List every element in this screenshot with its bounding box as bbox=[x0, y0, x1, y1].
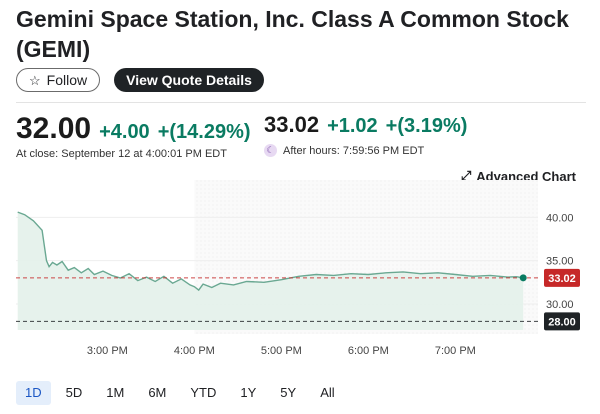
page-title: Gemini Space Station, Inc. Class A Commo… bbox=[16, 6, 569, 62]
price-area bbox=[17, 212, 524, 330]
y-tick-label: 30.00 bbox=[546, 299, 574, 311]
last-price-dot bbox=[519, 274, 527, 282]
price-chart[interactable]: 40.00 35.00 30.00 33.02 28.00 3:00 PM 4:00 PM 5… bbox=[0, 180, 600, 375]
x-tick-label: 4:00 PM bbox=[174, 345, 215, 357]
close-timestamp: At close: September 12 at 4:00:01 PM EDT bbox=[16, 148, 227, 160]
after-hours-timestamp: After hours: 7:59:56 PM EDT bbox=[283, 144, 425, 157]
close-price: 32.00 bbox=[16, 112, 92, 145]
after-hours-change-pct: +(3.19%) bbox=[385, 115, 468, 137]
after-hours-change: +1.02 bbox=[327, 115, 378, 137]
range-tab-ytd[interactable]: YTD bbox=[190, 385, 217, 400]
expand-arrows-icon: ⤢ bbox=[460, 168, 472, 183]
star-icon: ☆ bbox=[29, 72, 41, 88]
range-tab-6m[interactable]: 6M bbox=[148, 385, 167, 400]
reference-label-28.00: 28.00 bbox=[548, 316, 576, 328]
close-change: +4.00 bbox=[99, 121, 150, 143]
x-tick-label: 5:00 PM bbox=[261, 345, 302, 357]
range-tab-1m[interactable]: 1M bbox=[106, 385, 125, 400]
advanced-chart-label: Advanced Chart bbox=[476, 168, 576, 184]
x-tick-label: 6:00 PM bbox=[348, 345, 389, 357]
advanced-chart-link[interactable]: ⤢ Advanced Chart bbox=[461, 168, 576, 184]
after-hours-quote: 33.02 +1.02 +(3.19%) ☾ After hours: 7:59… bbox=[264, 112, 467, 157]
after-hours-price: 33.02 bbox=[264, 112, 320, 137]
reference-badge-28.00 bbox=[544, 312, 580, 331]
range-tab-1y[interactable]: 1Y bbox=[240, 385, 257, 400]
range-tab-5d[interactable]: 5D bbox=[65, 385, 83, 400]
close-change-pct: +(14.29%) bbox=[157, 121, 251, 143]
follow-label: Follow bbox=[46, 72, 88, 88]
x-tick-label: 7:00 PM bbox=[435, 345, 476, 357]
reference-label-33.02: 33.02 bbox=[548, 273, 576, 285]
x-tick-label: 3:00 PM bbox=[87, 345, 128, 357]
price-line bbox=[17, 211, 524, 292]
close-quote: 32.00 +4.00 +(14.29%) At close: Septembe… bbox=[16, 112, 251, 160]
header-divider bbox=[16, 102, 586, 103]
follow-button[interactable]: ☆ Follow bbox=[16, 68, 101, 92]
range-tab-1d[interactable]: 1D bbox=[16, 381, 51, 405]
action-buttons: ☆ Follow View Quote Details bbox=[16, 68, 264, 92]
range-tab-5y[interactable]: 5Y bbox=[280, 385, 297, 400]
range-tabs: 1D 5D 1M 6M YTD 1Y 5Y All bbox=[16, 381, 344, 405]
reference-badge-33.02 bbox=[544, 268, 580, 287]
moon-icon: ☾ bbox=[264, 144, 277, 157]
y-tick-label: 40.00 bbox=[546, 212, 574, 224]
range-tab-all[interactable]: All bbox=[320, 385, 335, 400]
y-tick-label: 35.00 bbox=[546, 256, 574, 268]
view-quote-details-button[interactable]: View Quote Details bbox=[114, 68, 264, 92]
